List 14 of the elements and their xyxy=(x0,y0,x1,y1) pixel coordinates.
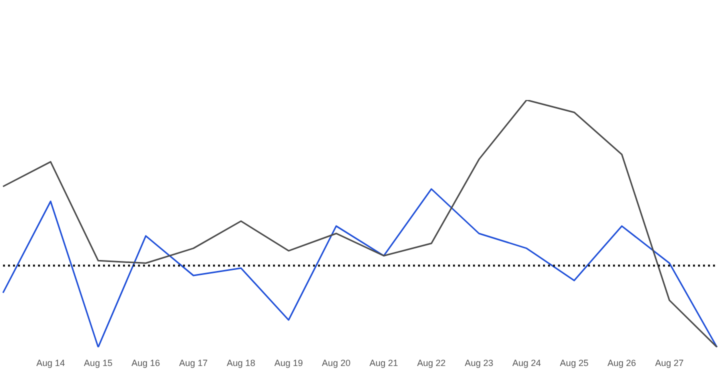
x-tick-label: Aug 22 xyxy=(417,358,446,368)
x-tick-label: Aug 16 xyxy=(132,358,160,368)
x-tick-label: Aug 15 xyxy=(84,358,112,368)
x-tick-label: Aug 14 xyxy=(36,358,65,368)
x-tick-label: Aug 24 xyxy=(512,358,541,368)
x-tick-label: Aug 26 xyxy=(608,358,636,368)
x-tick-label: Aug 27 xyxy=(655,358,684,368)
x-tick-label: Aug 17 xyxy=(179,358,208,368)
x-tick-label: Aug 20 xyxy=(322,358,350,368)
x-tick-label: Aug 25 xyxy=(560,358,588,368)
x-tick-label: Aug 19 xyxy=(274,358,303,368)
x-tick-label: Aug 21 xyxy=(370,358,398,368)
x-tick-label: Aug 18 xyxy=(226,358,256,368)
x-tick-label: Aug 23 xyxy=(464,358,494,368)
